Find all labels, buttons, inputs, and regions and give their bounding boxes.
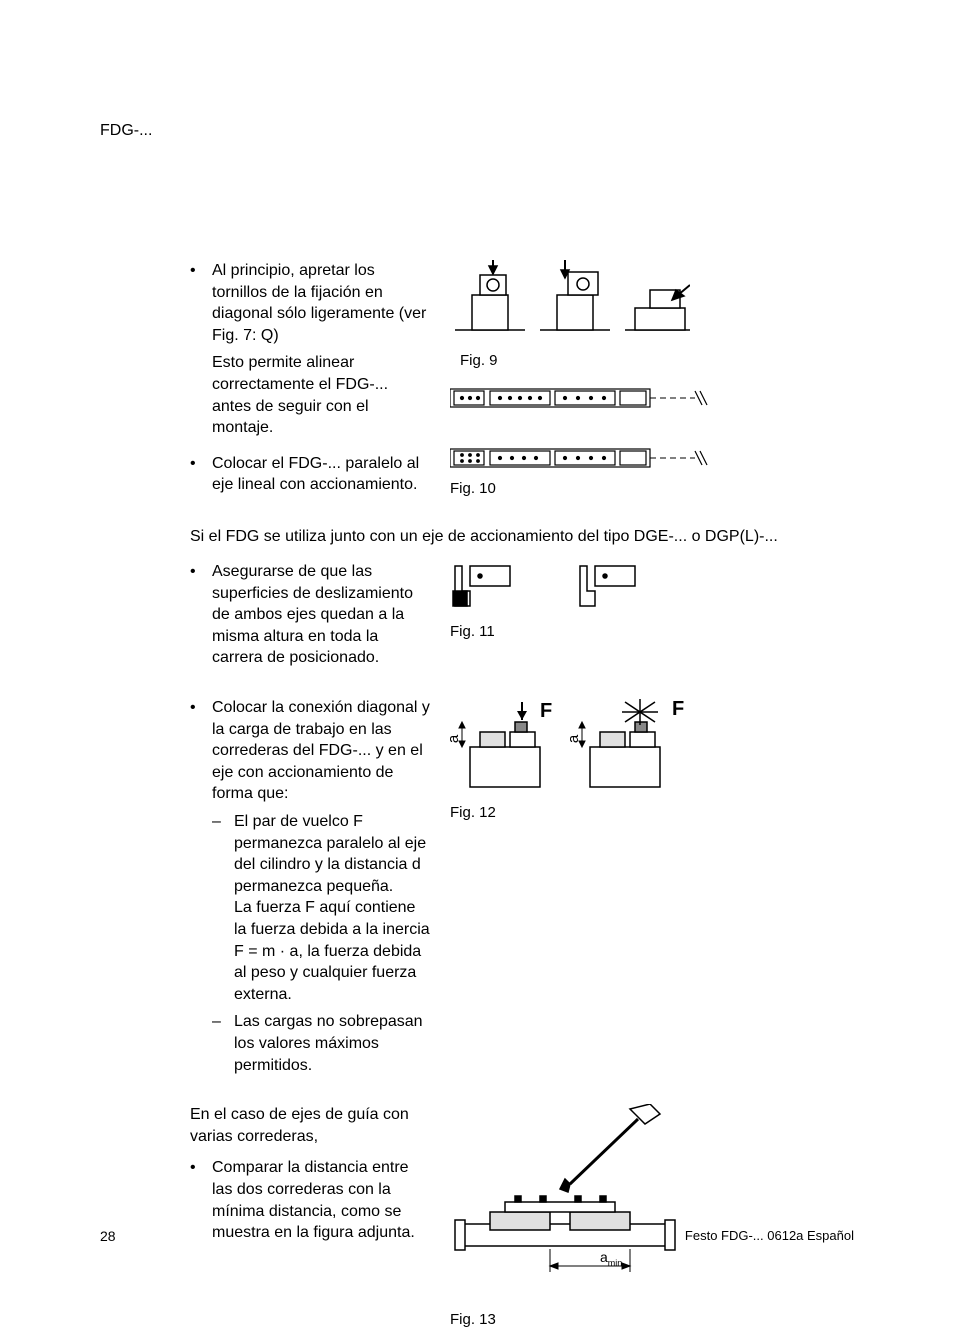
svg-text:amin: amin <box>600 1249 622 1268</box>
svg-text:a: a <box>450 734 462 743</box>
dash-item: Las cargas no sobrepasan los valores máx… <box>212 1011 430 1076</box>
bullet-text: Asegurarse de que las superficies de des… <box>212 561 430 669</box>
figure-10: Fig. 10 <box>450 443 854 499</box>
bullet-text: Colocar la conexión diagonal y la carga … <box>212 697 430 805</box>
svg-text:a: a <box>565 734 582 743</box>
bullet-subtext: Esto permite alinear correctamente el FD… <box>212 352 430 438</box>
svg-text:F: F <box>540 700 552 722</box>
page-number: 28 <box>100 1227 116 1246</box>
doc-reference: Festo FDG-... 0612a Español <box>685 1227 854 1246</box>
bullet-text: Colocar el FDG-... paralelo al eje linea… <box>212 453 430 496</box>
document-header: FDG-... <box>100 120 152 142</box>
bullet-item: Asegurarse de que las superficies de des… <box>190 561 430 669</box>
bullet-item: Colocar el FDG-... paralelo al eje linea… <box>190 453 430 496</box>
svg-text:F: F <box>672 698 684 720</box>
page-footer: 28 Festo FDG-... 0612a Español <box>100 1227 854 1246</box>
figure-label: Fig. 10 <box>450 479 854 499</box>
figure-label: Fig. 9 <box>450 351 854 371</box>
figure-12: a F <box>450 697 854 823</box>
figure-11: Fig. 11 <box>450 561 854 642</box>
dash-item: El par de vuelco F permanezca paralelo a… <box>212 811 430 1005</box>
bullet-text: Al principio, apretar los tornillos de l… <box>212 260 430 346</box>
intro-paragraph: Si el FDG se utiliza junto con un eje de… <box>100 526 854 548</box>
figure-label: Fig. 13 <box>450 1310 854 1330</box>
figure-label: Fig. 12 <box>450 803 854 823</box>
figure-13: amin Fig. 13 <box>450 1104 854 1330</box>
bullet-item: Colocar la conexión diagonal y la carga … <box>190 697 430 1076</box>
bullet-item: Al principio, apretar los tornillos de l… <box>190 260 430 439</box>
figure-rail-1 <box>450 383 854 413</box>
paragraph: En el caso de ejes de guía con varias co… <box>190 1104 430 1147</box>
content-area: Al principio, apretar los tornillos de l… <box>100 260 854 1342</box>
figure-label: Fig. 11 <box>450 622 854 642</box>
figure-9: Fig. 9 <box>450 260 854 371</box>
